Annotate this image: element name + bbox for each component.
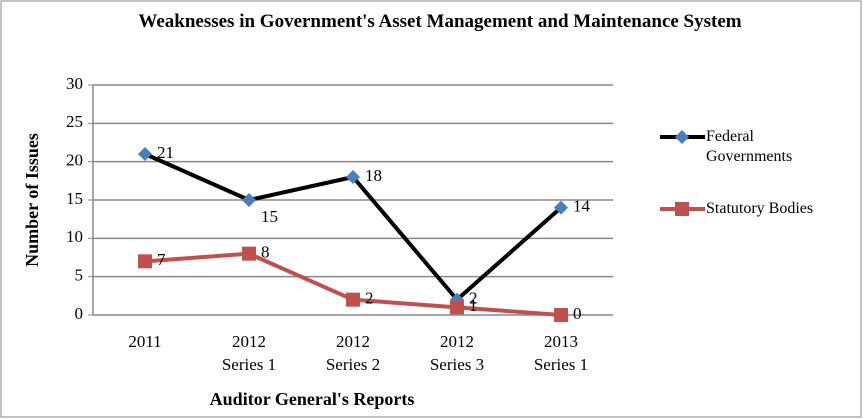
- x-tick-label: 2012 Series 3: [430, 332, 484, 374]
- data-label: 2: [469, 289, 478, 308]
- data-label: 0: [573, 304, 582, 323]
- data-label: 7: [157, 250, 166, 269]
- marker: [138, 147, 152, 161]
- data-label: 18: [365, 166, 382, 185]
- marker: [242, 246, 256, 261]
- x-axis-title: Auditor General's Reports: [210, 389, 415, 409]
- y-tick-label: 5: [75, 266, 84, 285]
- data-label: 1: [469, 296, 478, 315]
- marker: [450, 300, 464, 315]
- marker: [138, 254, 152, 269]
- y-tick-label: 10: [66, 227, 83, 246]
- marker: [346, 170, 360, 184]
- x-tick-label: 2013 Series 1: [534, 332, 588, 374]
- data-label: 8: [261, 243, 270, 262]
- chart-title: Weaknesses in Government's Asset Managem…: [138, 11, 742, 32]
- y-tick-label: 30: [66, 74, 83, 93]
- x-tick-label: 2011: [128, 332, 161, 351]
- y-tick-label: 0: [75, 304, 84, 323]
- data-label: 2: [365, 289, 374, 308]
- x-tick-label: 2012 Series 1: [222, 332, 276, 374]
- legend-marker: [675, 202, 689, 216]
- legend-label: Federal Governments: [706, 128, 793, 165]
- y-tick-label: 15: [66, 189, 83, 208]
- marker: [554, 200, 568, 215]
- data-label: 14: [573, 197, 591, 216]
- marker: [346, 292, 360, 307]
- y-axis-title: Number of Issues: [22, 133, 42, 267]
- marker: [242, 193, 256, 207]
- y-tick-label: 20: [66, 151, 83, 170]
- x-tick-label: 2012 Series 2: [326, 332, 380, 374]
- y-tick-label: 25: [66, 112, 83, 131]
- legend-marker: [675, 130, 689, 144]
- legend-label: Statutory Bodies: [706, 200, 814, 217]
- data-label: 15: [261, 207, 278, 226]
- marker: [554, 308, 568, 322]
- data-label: 21: [157, 143, 174, 162]
